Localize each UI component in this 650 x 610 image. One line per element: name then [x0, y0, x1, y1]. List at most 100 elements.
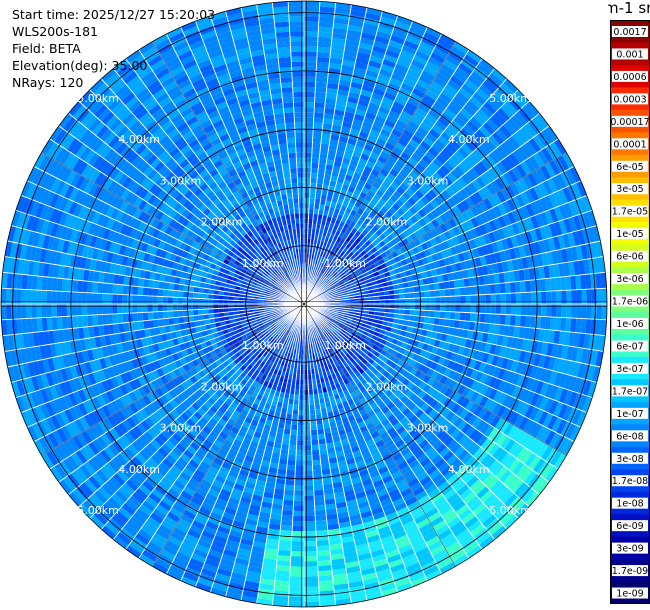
data-cell [415, 298, 420, 304]
data-cell [310, 425, 317, 431]
data-cell [455, 304, 460, 312]
data-cell [304, 546, 317, 551]
data-cell [304, 511, 315, 516]
data-cell [510, 315, 516, 326]
data-cell [304, 137, 313, 142]
data-cell [440, 304, 445, 311]
data-cell [496, 304, 501, 314]
data-cell [294, 486, 304, 491]
data-cell [311, 173, 318, 179]
data-cell [454, 280, 460, 289]
data-cell [289, 576, 304, 581]
data-cell [304, 57, 317, 62]
data-cell [470, 295, 475, 304]
data-cell [295, 465, 304, 470]
data-cell [314, 102, 325, 108]
data-cell [560, 277, 566, 291]
data-cell [304, 496, 314, 501]
data-cell [304, 501, 315, 506]
data-cell [470, 304, 475, 313]
data-cell [486, 304, 491, 314]
data-cell [291, 541, 304, 546]
data-cell [278, 545, 291, 551]
data-cell [304, 132, 313, 137]
data-cell [295, 470, 304, 475]
data-cell [480, 285, 486, 295]
data-cell [312, 153, 320, 159]
data-cell [284, 490, 294, 496]
data-cell [319, 153, 327, 159]
data-cell [310, 409, 316, 414]
data-cell [435, 297, 440, 304]
data-cell [310, 188, 316, 194]
data-cell [435, 311, 441, 318]
data-cell [440, 311, 446, 319]
data-cell [295, 475, 304, 480]
data-cell [304, 117, 314, 122]
data-cell [445, 304, 450, 312]
data-cell [313, 122, 323, 128]
data-cell [304, 112, 314, 117]
data-cell [304, 556, 317, 561]
data-cell [304, 470, 313, 475]
data-cell [291, 546, 304, 551]
data-cell [449, 280, 455, 288]
data-cell [439, 318, 445, 326]
data-cell [294, 491, 304, 496]
data-cell [410, 298, 415, 304]
data-cell [290, 430, 297, 436]
data-cell [490, 284, 496, 294]
data-cell [314, 112, 324, 118]
data-cell [561, 290, 566, 304]
data-cell [317, 42, 331, 48]
data-cell [510, 282, 516, 293]
data-cell [317, 47, 331, 53]
data-cell [304, 491, 314, 496]
data-cell [409, 292, 414, 298]
data-cell [545, 317, 551, 330]
data-cell [576, 289, 581, 304]
data-cell [314, 495, 325, 501]
data-cell [475, 295, 480, 304]
data-cell [315, 510, 326, 516]
data-cell [313, 480, 323, 486]
data-cell [556, 291, 561, 304]
data-cell [312, 143, 321, 149]
data-cell [304, 425, 311, 430]
data-cell [304, 551, 317, 556]
data-cell [540, 279, 546, 292]
data-cell [304, 52, 317, 57]
data-cell [409, 310, 414, 316]
data-cell [297, 425, 304, 430]
data-cell [515, 315, 521, 327]
data-cell [304, 430, 311, 435]
data-cell [455, 312, 461, 320]
data-cell [278, 550, 291, 556]
data-cell [294, 496, 304, 501]
data-cell [445, 289, 451, 297]
data-cell [304, 77, 316, 82]
data-cell [540, 316, 546, 329]
data-cell [315, 87, 327, 93]
data-cell [287, 460, 296, 466]
data-cell [311, 445, 319, 451]
data-cell [289, 445, 297, 451]
data-cell [491, 294, 496, 304]
data-cell [304, 561, 318, 566]
data-cell [314, 485, 324, 491]
data-cell [312, 450, 320, 456]
data-cell [282, 439, 290, 445]
data-cell [296, 455, 304, 460]
data-cell [304, 415, 310, 420]
data-cell [311, 158, 319, 164]
data-cell [304, 158, 312, 163]
data-cell [304, 566, 318, 571]
data-cell [296, 460, 304, 465]
data-cell [319, 158, 327, 164]
data-cell [460, 296, 465, 304]
data-cell [316, 77, 328, 83]
data-cell [316, 525, 328, 531]
data-cell [425, 291, 431, 298]
data-cell [283, 434, 291, 440]
data-cell [485, 284, 491, 294]
